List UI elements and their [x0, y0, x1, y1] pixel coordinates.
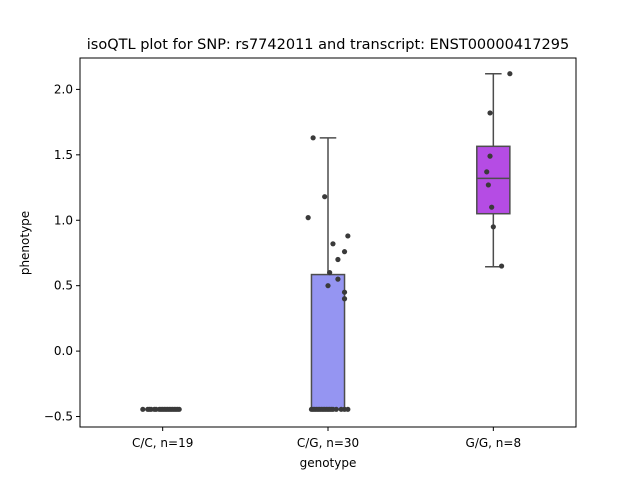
data-point	[341, 289, 348, 295]
data-point	[330, 241, 336, 247]
data-point	[327, 269, 333, 276]
x-axis-label: genotype	[300, 456, 357, 470]
data-point	[499, 263, 505, 269]
data-point	[322, 194, 328, 200]
chart-title: isoQTL plot for SNP: rs7742011 and trans…	[87, 37, 569, 53]
data-point	[489, 204, 495, 210]
data-point	[507, 71, 513, 77]
x-axis: C/C, n=19 C/G, n=30 G/G, n=8	[132, 427, 521, 450]
y-tick-label: 1.0	[54, 213, 73, 227]
data-point	[485, 182, 491, 188]
y-tick-label: 1.5	[54, 148, 73, 162]
data-point	[345, 406, 351, 412]
box-group	[476, 71, 513, 269]
x-tick-label: G/G, n=8	[466, 436, 522, 450]
data-point	[487, 153, 493, 159]
y-axis: −0.5 0.0 0.5 1.0 1.5 2.0	[44, 82, 80, 424]
x-tick-label: C/C, n=19	[132, 436, 193, 450]
data-point	[333, 406, 339, 412]
data-point	[310, 135, 316, 141]
box	[310, 273, 346, 411]
data-point	[490, 224, 496, 230]
y-tick-label: 2.0	[54, 82, 73, 96]
data-point	[335, 276, 341, 282]
box-group	[305, 135, 351, 412]
data-point	[176, 406, 182, 412]
box-group	[140, 406, 182, 412]
data-point	[484, 169, 490, 175]
box	[476, 145, 511, 215]
x-tick-label: C/G, n=30	[297, 436, 359, 450]
y-tick-label: −0.5	[44, 410, 73, 424]
data-point	[487, 110, 493, 116]
data-point	[305, 215, 311, 221]
data-point	[341, 296, 348, 302]
data-point	[325, 283, 331, 289]
y-tick-label: 0.5	[54, 279, 73, 293]
data-point	[140, 406, 146, 412]
y-axis-label: phenotype	[18, 211, 32, 275]
plot-area	[140, 71, 513, 412]
data-point	[335, 256, 341, 263]
data-point	[345, 233, 351, 239]
y-tick-label: 0.0	[54, 344, 73, 358]
data-point	[341, 249, 348, 255]
